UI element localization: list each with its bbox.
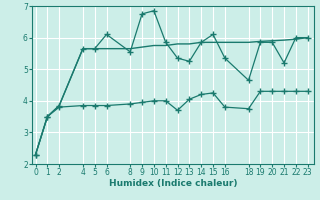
X-axis label: Humidex (Indice chaleur): Humidex (Indice chaleur): [108, 179, 237, 188]
